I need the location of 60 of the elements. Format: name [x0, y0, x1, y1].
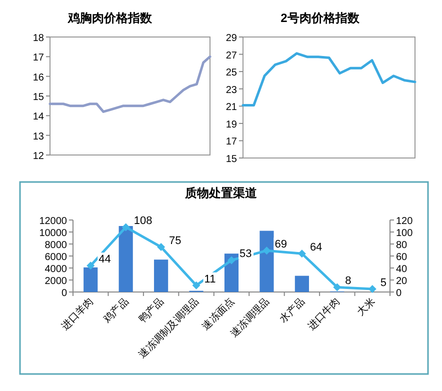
y-tick-label: 14 — [32, 112, 44, 123]
y-tick-label: 16 — [32, 72, 44, 84]
point — [333, 283, 342, 292]
data-label: 11 — [204, 273, 216, 286]
y-tick-label: 4000 — [44, 264, 68, 275]
y-tick-label: 13 — [32, 131, 44, 142]
y2-tick-label: 20 — [396, 276, 408, 287]
data-label: 64 — [310, 242, 322, 254]
point — [298, 250, 306, 258]
point — [192, 281, 200, 290]
chart-title: 质物处置渠道 — [184, 186, 258, 200]
y-tick-label: 21 — [226, 102, 238, 114]
y2-tick-label: 80 — [396, 240, 408, 251]
point — [122, 223, 130, 232]
data-label: 69 — [274, 238, 287, 251]
x-tick-label: 鸡产品 — [100, 296, 131, 326]
point — [262, 246, 271, 255]
y2-tick-label: 120 — [396, 216, 414, 227]
bar — [84, 267, 98, 292]
y-tick-label: 12 — [32, 151, 44, 162]
y-tick-label: 10000 — [39, 228, 68, 239]
bar — [260, 230, 274, 292]
x-tick-label: 水产品 — [277, 296, 308, 326]
y-tick-label: 17 — [32, 52, 44, 64]
data-label: 5 — [380, 277, 387, 289]
y-tick-label: 15 — [32, 92, 44, 103]
point — [86, 262, 95, 270]
y-tick-label: 29 — [226, 33, 238, 44]
data-label: 44 — [98, 254, 111, 266]
x-tick-label: 进口牛肉 — [306, 296, 342, 332]
y2-tick-label: 0 — [396, 288, 402, 299]
y2-tick-label: 100 — [396, 228, 414, 239]
x-tick-label: 鸭产品 — [136, 296, 166, 326]
chart-title: 鸡胸肉价格指数 — [67, 11, 153, 25]
y-tick-label: 18 — [32, 33, 44, 44]
data-label: 108 — [134, 215, 152, 228]
line-series — [48, 55, 212, 113]
y-tick-label: 25 — [226, 68, 238, 79]
point — [157, 243, 166, 251]
y-tick-label: 27 — [226, 50, 238, 62]
y-tick-label: 12000 — [39, 216, 68, 227]
y-tick-label: 2000 — [44, 276, 68, 287]
data-label: 75 — [169, 235, 182, 247]
y-tick-label: 23 — [226, 84, 238, 96]
point — [228, 256, 236, 264]
y-tick-label: 17 — [226, 136, 238, 148]
bar — [294, 276, 309, 292]
bar — [118, 226, 133, 292]
y-tick-label: 6000 — [44, 252, 68, 263]
line-series — [242, 52, 416, 107]
y-tick-label: 8000 — [44, 240, 68, 251]
bar — [154, 260, 168, 292]
data-label: 8 — [345, 275, 352, 288]
chart-title: 2号肉价格指数 — [280, 11, 360, 25]
y2-tick-label: 60 — [396, 252, 408, 263]
y2-tick-label: 40 — [396, 264, 408, 275]
y-tick-label: 19 — [226, 119, 238, 130]
data-label: 53 — [240, 248, 252, 260]
x-tick-label: 大米 — [354, 296, 378, 318]
y-tick-label: 15 — [226, 154, 238, 165]
